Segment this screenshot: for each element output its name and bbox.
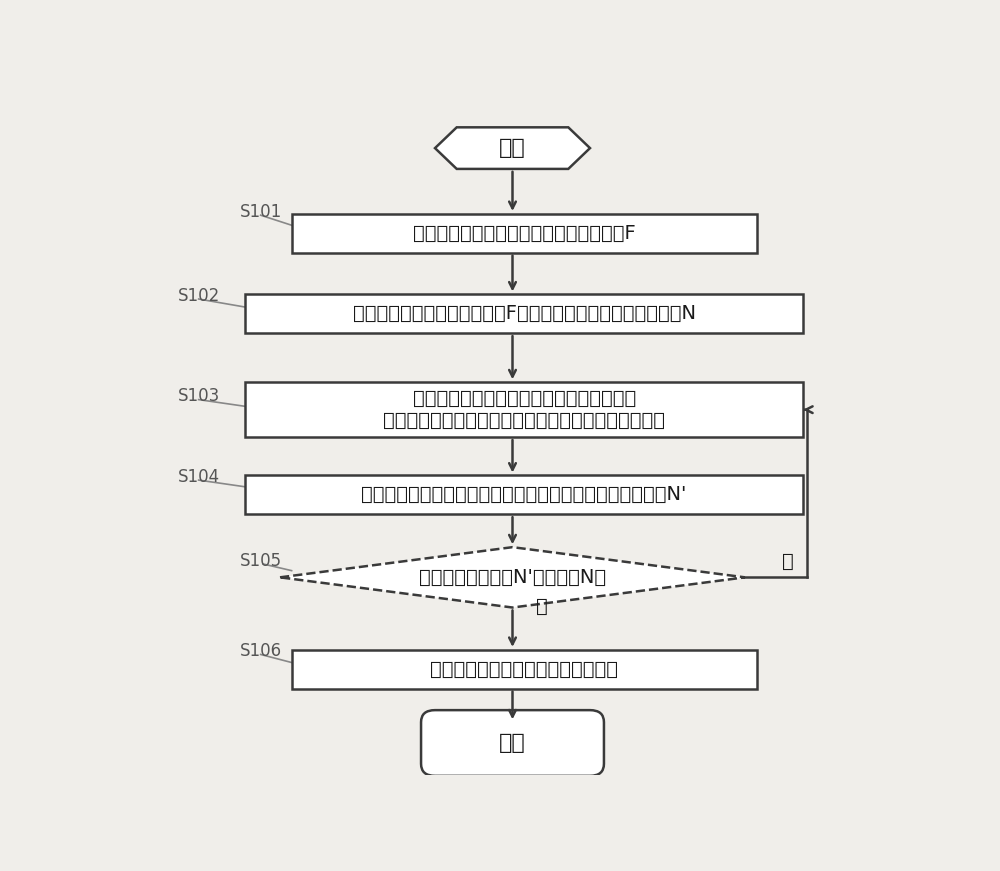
Bar xyxy=(245,476,803,514)
Bar xyxy=(292,650,757,689)
Text: S104: S104 xyxy=(178,468,220,486)
Text: 可编程控制器接收电磁感应传感器发来的齿轮当前转动齿数N': 可编程控制器接收电磁感应传感器发来的齿轮当前转动齿数N' xyxy=(361,485,687,504)
Bar xyxy=(292,214,757,253)
Bar xyxy=(245,382,803,437)
Text: 开始: 开始 xyxy=(499,138,526,159)
Text: S101: S101 xyxy=(240,203,282,221)
Text: 否: 否 xyxy=(782,552,794,571)
Polygon shape xyxy=(280,547,745,608)
Text: S103: S103 xyxy=(178,388,220,405)
Text: 可编程控制器根据目标锁模力F计算出对应的齿轮目标转动齿数N: 可编程控制器根据目标锁模力F计算出对应的齿轮目标转动齿数N xyxy=(353,304,696,323)
FancyBboxPatch shape xyxy=(421,710,604,776)
Text: 是: 是 xyxy=(536,597,548,616)
Text: S106: S106 xyxy=(240,642,282,660)
Text: 可编程控制器接收用户输入的目标锁模力F: 可编程控制器接收用户输入的目标锁模力F xyxy=(413,224,636,243)
Text: S105: S105 xyxy=(240,551,282,570)
Text: 可编程控制器输出信号控制液压马达转动，
进而驱动哥林柱上的齿轮机构转动，带动所述尾板移动: 可编程控制器输出信号控制液压马达转动， 进而驱动哥林柱上的齿轮机构转动，带动所述… xyxy=(383,389,665,430)
Text: 可编程控制器控制液压马达停止转动: 可编程控制器控制液压马达停止转动 xyxy=(430,659,618,679)
Text: 可编程控制器判断N'是否等于N？: 可编程控制器判断N'是否等于N？ xyxy=(419,568,606,587)
Text: S102: S102 xyxy=(178,287,220,305)
Polygon shape xyxy=(435,127,590,169)
Text: 结束: 结束 xyxy=(499,733,526,753)
Bar xyxy=(245,294,803,334)
